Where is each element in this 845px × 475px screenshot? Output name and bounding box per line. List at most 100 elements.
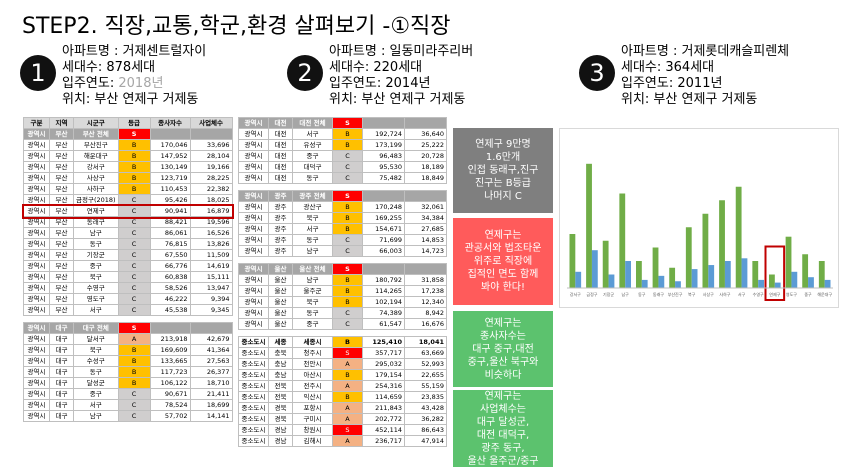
note-line: 나머지 C	[484, 191, 522, 202]
table-cell: 광역시	[23, 150, 50, 162]
table-cell: 34,384	[404, 212, 447, 224]
bar	[602, 240, 609, 288]
apartment-info: 아파트명 : 거제롯데캐슬피렌체 세대수: 364세대 입주연도: 2011년 위치:…	[621, 44, 789, 108]
data-row: 광역시 대구 남구 C 57,702 14,141	[23, 410, 233, 422]
bar	[569, 234, 576, 288]
table-cell: 광역시	[23, 355, 50, 367]
bar	[818, 261, 825, 288]
data-row: 광역시 대전 동구 C 75,482 18,849	[238, 172, 447, 184]
table-cell: 179,154	[362, 369, 405, 381]
table-cell: 중소도시	[238, 424, 269, 436]
apt-households: 세대수: 878세대	[62, 60, 156, 75]
table-cell: 광주	[268, 223, 293, 235]
data-row: 광역시 대구 중구 C 90,671 21,411	[23, 388, 233, 400]
table-cell: C	[117, 238, 151, 250]
data-row: 광역시 대구 달서구 A 213,918 42,679	[23, 333, 233, 345]
table-cell: 중소도시	[238, 380, 269, 392]
table-cell: 강서구	[73, 161, 119, 173]
table-cell: 76,815	[149, 238, 191, 250]
table-cell: 부산	[49, 271, 74, 283]
data-row: 광역시 부산 동래구 C 88,421 19,596	[23, 216, 233, 228]
gap-cell	[24, 316, 233, 323]
table-cell: 31,858	[404, 274, 447, 286]
x-tick-label: 중구	[804, 292, 812, 297]
bar	[724, 261, 731, 288]
table-cell: 60,838	[149, 271, 191, 283]
table-cell: 254,316	[362, 380, 405, 392]
table-cell: 광역시	[23, 172, 50, 184]
table-cell	[149, 322, 191, 334]
table-cell: B	[117, 344, 151, 356]
table-cell: 중소도시	[238, 413, 269, 425]
table-cell: 95,426	[149, 194, 191, 206]
x-tick-label: 서구	[738, 291, 746, 297]
table-cell: 25,222	[404, 139, 447, 151]
table-cell: 광역시	[23, 216, 50, 228]
table-cell: 23,835	[404, 391, 447, 403]
gap-row	[24, 316, 233, 323]
table-cell: 부산	[49, 194, 74, 206]
table-cell: 중소도시	[238, 435, 269, 447]
data-row: 광역시 대전 유성구 B 173,199 25,222	[238, 139, 447, 151]
table-cell: 14,723	[404, 245, 447, 257]
data-row: 광역시 부산 남구 C 86,061 16,526	[23, 227, 233, 239]
table-cell: 192,724	[362, 128, 405, 140]
table-cell: 대구	[49, 399, 74, 411]
note-line: 연제구는	[484, 390, 522, 402]
table-cell: A	[332, 358, 363, 370]
table-cell: 147,952	[149, 150, 191, 162]
apt-name: 아파트명 : 일동미라주리버	[329, 44, 474, 59]
table-cell: 울산	[268, 274, 293, 286]
data-row: 광역시 울산 울주군 B 114,265 17,238	[238, 285, 447, 297]
table-cell: 14,853	[404, 234, 447, 246]
x-tick-label: 해운대구	[817, 291, 832, 297]
table-cell: 15,111	[189, 271, 233, 283]
table-cell: 중소도시	[238, 402, 269, 414]
table-cell: B	[117, 150, 151, 162]
table-cell: B	[332, 391, 363, 403]
table-cell	[404, 190, 447, 202]
table-cell: 광역시	[23, 249, 50, 261]
bar	[741, 258, 748, 288]
data-row: 광역시 부산 해운대구 B 147,952 28,104	[23, 150, 233, 162]
table-cell: B	[117, 377, 151, 389]
table-cell	[362, 190, 405, 202]
note-line: 대전 대덕구,	[476, 429, 530, 441]
table-cell: 광역시	[238, 274, 269, 286]
table-cell: 광역시	[238, 263, 269, 275]
table-cell: 서구	[73, 399, 119, 411]
table-cell: 중소도시	[238, 369, 269, 381]
table-cell: 부산	[49, 293, 74, 305]
data-row: 광역시 부산 사하구 B 110,453 22,382	[23, 183, 233, 195]
table-cell: 광주	[268, 201, 293, 213]
x-tick-label: 사상구	[703, 291, 714, 297]
table-cell: 충남	[268, 358, 293, 370]
table-cell: C	[117, 304, 151, 316]
table-cell: 32,061	[404, 201, 447, 213]
bar	[735, 186, 742, 288]
table-cell: 169,609	[149, 344, 191, 356]
bar	[635, 261, 642, 288]
table-cell: 18,189	[404, 161, 447, 173]
table-cell: 26,377	[189, 366, 233, 378]
apt-year: 2011년	[677, 76, 723, 91]
table-cell: 전북	[268, 380, 293, 392]
table-cell: 북구	[292, 296, 333, 308]
table-cell: 광역시	[23, 333, 50, 345]
table-cell: 광역시	[23, 322, 50, 334]
table-cell: 33,696	[189, 139, 233, 151]
header-row: 구분 지역 시군구 등급 종사자수 사업체수	[23, 117, 233, 129]
data-row: 중소도시 충남 천안시 A 295,032 52,993	[238, 358, 447, 370]
table-cell: 36,282	[404, 413, 447, 425]
bar	[758, 279, 765, 288]
table-cell: 동구	[292, 172, 333, 184]
table-cell: 전북	[268, 391, 293, 403]
table-cell: C	[332, 234, 363, 246]
table-cell: 88,421	[149, 216, 191, 228]
table-cell: 광역시	[238, 172, 269, 184]
table-cell: 8,942	[404, 307, 447, 319]
table-cell: 수영구	[73, 282, 119, 294]
x-tick-label: 수영구	[753, 291, 764, 297]
apt-location: 위치: 부산 연제구 거제동	[62, 92, 199, 107]
bar	[785, 236, 792, 288]
